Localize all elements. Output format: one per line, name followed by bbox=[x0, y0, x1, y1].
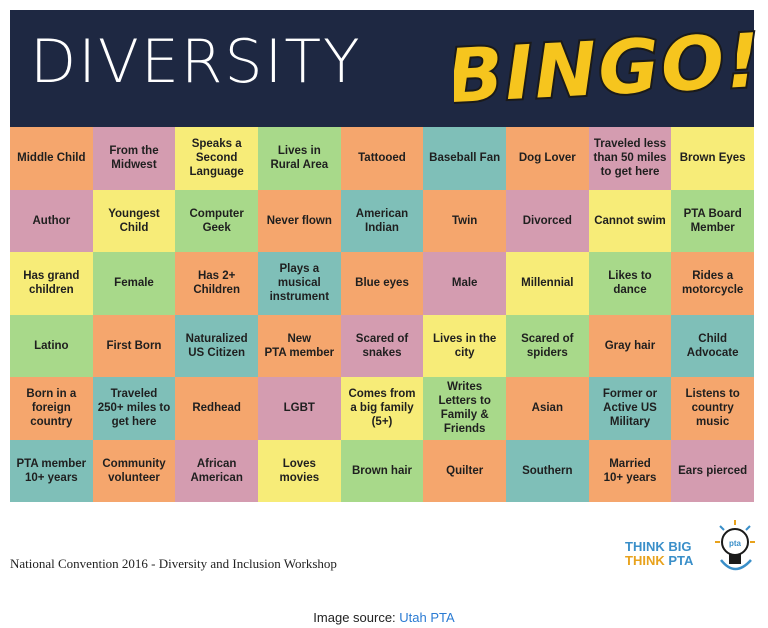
bingo-cell: Computer Geek bbox=[175, 189, 258, 252]
bingo-cell: Twin bbox=[423, 189, 506, 252]
bingo-cell: New PTA member bbox=[257, 314, 341, 377]
bingo-cell: Ears pierced bbox=[671, 439, 754, 502]
bingo-cell: Plays a musical instrument bbox=[257, 252, 341, 315]
bingo-cell: Rides a motorcycle bbox=[671, 252, 754, 315]
bingo-cell: Likes to dance bbox=[588, 252, 672, 315]
bingo-cell: Southern bbox=[505, 439, 589, 502]
bingo-cell: Redhead bbox=[175, 377, 258, 440]
bingo-cell: Middle Child bbox=[10, 127, 93, 190]
bingo-cell: Lives in Rural Area bbox=[257, 127, 341, 190]
bingo-cell: Traveled 250+ miles to get here bbox=[92, 377, 176, 440]
bingo-cell: Former or Active US Military bbox=[588, 377, 672, 440]
bingo-cell: First Born bbox=[92, 314, 176, 377]
bingo-cell: American Indian bbox=[340, 189, 424, 252]
bingo-cell: Has 2+ Children bbox=[175, 252, 258, 315]
bingo-cell: Married 10+ years bbox=[588, 439, 672, 502]
bingo-cell: Baseball Fan bbox=[423, 127, 506, 190]
source-label: Image source: bbox=[313, 610, 400, 625]
bingo-cell: Asian bbox=[505, 377, 589, 440]
svg-text:BINGO!: BINGO! bbox=[454, 18, 759, 116]
source-link[interactable]: Utah PTA bbox=[399, 610, 455, 625]
bingo-cell: Male bbox=[423, 252, 506, 315]
bingo-cell: Cannot swim bbox=[588, 189, 672, 252]
bingo-logo: BINGO! bbox=[454, 16, 759, 116]
think-big-pta-logo: pta bbox=[715, 520, 755, 571]
bingo-cell: Tattooed bbox=[340, 127, 424, 190]
bingo-cell: Brown hair bbox=[340, 439, 424, 502]
header-banner: DIVERSITY BINGO! bbox=[10, 10, 759, 127]
logo-think-big: THINK BIG bbox=[625, 539, 692, 554]
bingo-cell: Gray hair bbox=[588, 314, 672, 377]
bingo-cell: Author bbox=[10, 189, 93, 252]
bingo-cell: Has grand children bbox=[10, 252, 93, 315]
bingo-cell: Scared of spiders bbox=[505, 314, 589, 377]
bingo-cell: Brown Eyes bbox=[671, 127, 754, 190]
footer-caption: National Convention 2016 - Diversity and… bbox=[10, 556, 337, 571]
bingo-cell: Quilter bbox=[423, 439, 506, 502]
bingo-cell: African American bbox=[175, 439, 258, 502]
bingo-cell: Female bbox=[92, 252, 176, 315]
bingo-cell: From the Midwest bbox=[92, 127, 176, 190]
svg-text:pta: pta bbox=[729, 539, 742, 548]
bingo-cell: Listens to country music bbox=[671, 377, 754, 440]
bingo-cell: Millennial bbox=[505, 252, 589, 315]
bingo-cell: Latino bbox=[10, 314, 93, 377]
bingo-cell: Born in a foreign country bbox=[10, 377, 93, 440]
bingo-cell: Loves movies bbox=[257, 439, 341, 502]
bingo-cell: Comes from a big family (5+) bbox=[340, 377, 424, 440]
bingo-cell: Never flown bbox=[257, 189, 341, 252]
bingo-cell: Naturalized US Citizen bbox=[175, 314, 258, 377]
bingo-cell: PTA Board Member bbox=[671, 189, 754, 252]
image-source: Image source: Utah PTA bbox=[0, 610, 768, 625]
logo-wordmark: THINK BIG THINK PTA bbox=[625, 540, 693, 568]
bingo-cell: LGBT bbox=[257, 377, 341, 440]
bingo-cell: Community volunteer bbox=[92, 439, 176, 502]
bingo-cell: Youngest Child bbox=[92, 189, 176, 252]
bingo-cell: Dog Lover bbox=[505, 127, 589, 190]
bingo-cell: Lives in the city bbox=[423, 314, 506, 377]
bingo-cell: PTA member 10+ years bbox=[10, 439, 93, 502]
bingo-cell: Writes Letters to Family & Friends bbox=[423, 377, 506, 440]
lightbulb-icon: pta bbox=[715, 520, 755, 571]
bingo-cell: Scared of snakes bbox=[340, 314, 424, 377]
page-title: DIVERSITY bbox=[30, 27, 362, 97]
bingo-cell: Blue eyes bbox=[340, 252, 424, 315]
bingo-cell: Speaks a Second Language bbox=[175, 127, 258, 190]
bingo-cell: Traveled less than 50 miles to get here bbox=[588, 127, 672, 190]
logo-think-pta: THINK PTA bbox=[625, 553, 694, 568]
bingo-grid: Middle Child From the Midwest Speaks a Sec… bbox=[10, 127, 754, 502]
bingo-cell: Child Advocate bbox=[671, 314, 754, 377]
bingo-cell: Divorced bbox=[505, 189, 589, 252]
